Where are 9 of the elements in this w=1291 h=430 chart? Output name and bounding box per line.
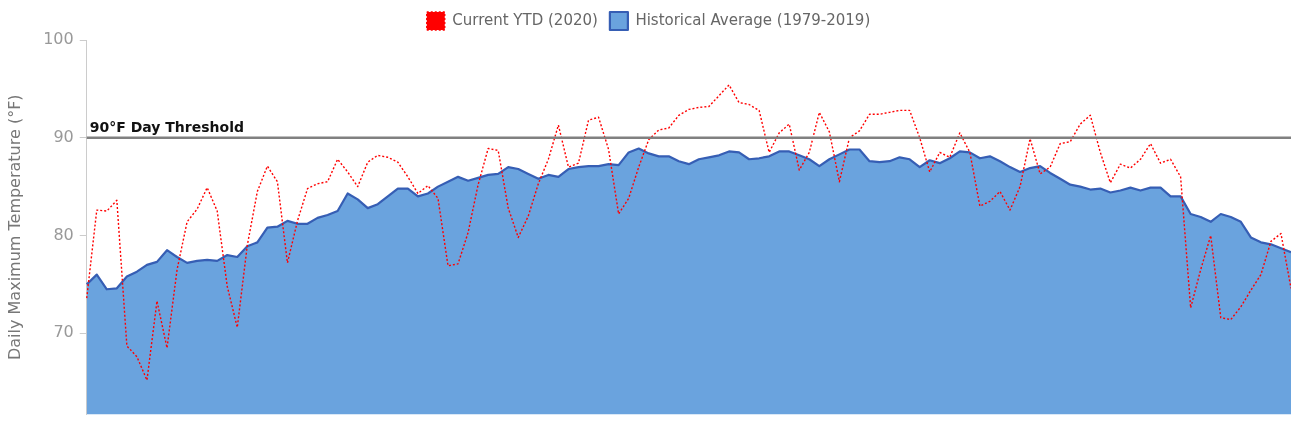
legend-label: Current YTD (2020) bbox=[452, 10, 598, 29]
line-series bbox=[86, 84, 1291, 381]
y-axis-title: Daily Maximum Temperature (°F) bbox=[4, 94, 24, 361]
legend-label: Historical Average (1979-2019) bbox=[635, 10, 871, 29]
y-tick-label: 80 bbox=[53, 224, 74, 244]
y-tick-label: 100 bbox=[43, 29, 74, 49]
y-tick-label: 90 bbox=[53, 126, 74, 146]
y-tick-label: 70 bbox=[53, 322, 74, 342]
ref-line-label: 90°F Day Threshold bbox=[89, 119, 244, 136]
